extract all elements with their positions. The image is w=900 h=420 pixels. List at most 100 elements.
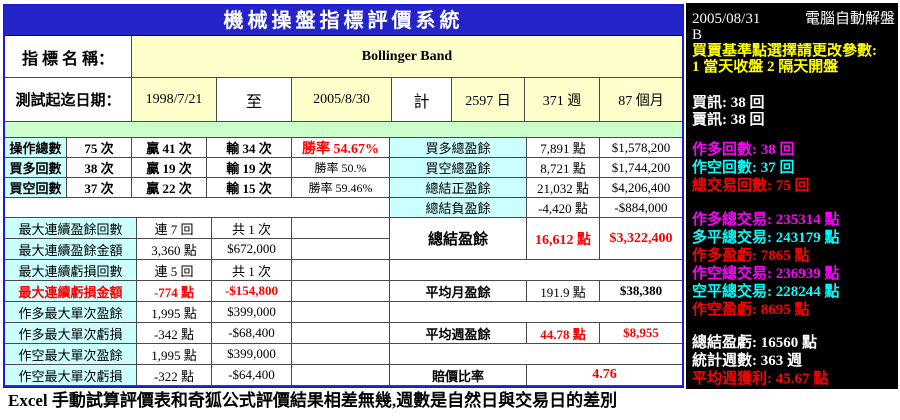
spacer-cell <box>5 198 389 218</box>
panel-date: 2005/08/31 <box>692 11 761 27</box>
net-profit-label: 總結盈餘 <box>390 218 527 260</box>
panel-count-line: 作多回數: 38 回 <box>692 142 795 158</box>
panel-title: 電腦自動解盤 <box>804 11 895 27</box>
payoff-ratio-label: 賠價比率 <box>390 365 527 386</box>
panel-trade-line: 多平總交易: 243179 點 <box>692 230 840 246</box>
trade-count-losses: 輸 15 次 <box>207 178 292 198</box>
panel-buy-signals: 買訊: 38 回 <box>692 95 765 111</box>
streak-secondary: 共 1 次 <box>212 218 292 239</box>
streak-row: 最大連續盈餘回數 連 7 回 共 1 次 <box>5 218 389 239</box>
trade-count-losses: 輸 34 次 <box>207 138 292 158</box>
panel-trade-line: 作空總交易: 236939 點 <box>692 266 840 282</box>
auto-analysis-panel: 2005/08/31 電腦自動解盤 B 買賣基準點選擇請更改參數: 1 當天收盤… <box>686 3 898 389</box>
panel-sell-signals: 賣訊: 38 回 <box>692 112 765 128</box>
streak-secondary: -$64,400 <box>212 365 292 386</box>
trade-count-win-rate: 勝率 59.46% <box>292 178 389 198</box>
streak-blank <box>292 281 389 302</box>
sheet-title: 機械操盤指標評價系統 <box>5 6 682 36</box>
indicator-value: Bollinger Band <box>132 36 682 78</box>
streak-blank <box>292 365 389 386</box>
net-profit-row: 總結盈餘 16,612 點 $3,322,400 <box>390 218 682 260</box>
period-end: 2005/8/30 <box>292 78 392 122</box>
trade-count-row: 操作總數 75 次 贏 41 次 輸 34 次 勝率 54.67% <box>5 138 389 158</box>
streak-row: 作多最大單次虧損 -342 點 -$68,400 <box>5 323 389 344</box>
streak-row: 最大連續虧損金額 -774 點 -$154,800 <box>5 281 389 302</box>
profit-total-points: 8,721 點 <box>527 158 600 178</box>
monthly-average-amount: $38,380 <box>600 281 682 302</box>
monthly-average-points: 191.9 點 <box>527 281 600 302</box>
monthly-average-row: 平均月盈餘 191.9 點 $38,380 <box>390 281 682 302</box>
profit-total-points: 21,032 點 <box>527 178 600 198</box>
streak-label: 最大連續虧損回數 <box>5 260 137 281</box>
profit-total-label: 總結負盈餘 <box>390 198 527 218</box>
streak-secondary: $672,000 <box>212 239 292 260</box>
trade-count-wins: 贏 22 次 <box>132 178 207 198</box>
streak-row: 最大連續虧損回數 連 5 回 共 1 次 <box>5 260 389 281</box>
profit-stats-block: 買多總盈餘 7,891 點 $1,578,200 買空總盈餘 8,721 點 $… <box>390 138 682 386</box>
stats-area: 操作總數 75 次 贏 41 次 輸 34 次 勝率 54.67% 買多回數 3… <box>5 138 682 386</box>
trade-count-row: 買空回數 37 次 贏 22 次 輸 15 次 勝率 59.46% <box>5 178 389 198</box>
streak-value: 1,995 點 <box>137 344 212 365</box>
trade-count-label: 買多回數 <box>5 158 67 178</box>
profit-total-label: 買空總盈餘 <box>390 158 527 178</box>
panel-notice-line: 1 當天收盤 2 隔天開盤 <box>692 59 839 75</box>
streak-value: -342 點 <box>137 323 212 344</box>
spacer-cell <box>390 260 682 281</box>
streak-label: 作多最大單次盈餘 <box>5 302 137 323</box>
trade-count-row: 買多回數 38 次 贏 19 次 輸 19 次 勝率 50.% <box>5 158 389 178</box>
profit-total-row: 總結正盈餘 21,032 點 $4,206,400 <box>390 178 682 198</box>
streak-label: 最大連續盈餘金額 <box>5 239 137 260</box>
streak-value: 連 7 回 <box>137 218 212 239</box>
panel-header: 2005/08/31 電腦自動解盤 <box>692 11 895 27</box>
trade-count-wins: 贏 41 次 <box>132 138 207 158</box>
weekly-average-label: 平均週盈餘 <box>390 323 527 344</box>
spacer-cell <box>390 302 682 323</box>
net-profit-amount: $3,322,400 <box>600 218 682 260</box>
panel-trade-line: 空平總交易: 228244 點 <box>692 284 840 300</box>
streak-row: 作空最大單次盈餘 1,995 點 $399,000 <box>5 344 389 365</box>
payoff-ratio-row: 賠價比率 4.76 <box>390 365 682 386</box>
trade-count-label: 操作總數 <box>5 138 67 158</box>
weekly-average-row: 平均週盈餘 44.78 點 $8,955 <box>390 323 682 344</box>
trade-count-label: 買空回數 <box>5 178 67 198</box>
trade-count-win-rate: 勝率 50.% <box>292 158 389 178</box>
streak-row: 作空最大單次虧損 -322 點 -$64,400 <box>5 365 389 386</box>
panel-trade-line: 作多總交易: 235314 點 <box>692 212 840 228</box>
spacer-row <box>5 198 389 218</box>
streak-value: -322 點 <box>137 365 212 386</box>
profit-total-row: 買多總盈餘 7,891 點 $1,578,200 <box>390 138 682 158</box>
panel-count-line: 作空回數: 37 回 <box>692 160 795 176</box>
profit-total-row: 總結負盈餘 -4,420 點 -$884,000 <box>390 198 682 218</box>
trade-count-total: 37 次 <box>67 178 132 198</box>
indicator-label: 指 標 名 稱： <box>5 36 132 78</box>
panel-trade-line: 作多盈虧: 7865 點 <box>692 248 810 264</box>
streak-label: 作多最大單次虧損 <box>5 323 137 344</box>
spacer-row <box>390 260 682 281</box>
streak-secondary: $399,000 <box>212 302 292 323</box>
streak-blank <box>292 239 389 260</box>
monthly-average-label: 平均月盈餘 <box>390 281 527 302</box>
net-profit-points: 16,612 點 <box>527 218 600 260</box>
profit-total-amount: -$884,000 <box>600 198 682 218</box>
profit-total-row: 買空總盈餘 8,721 點 $1,744,200 <box>390 158 682 178</box>
panel-summary-line: 平均週獲利: 45.67 點 <box>692 371 829 387</box>
trade-count-losses: 輸 19 次 <box>207 158 292 178</box>
streak-label: 最大連續虧損金額 <box>5 281 137 302</box>
period-months: 87 個月 <box>600 78 682 122</box>
profit-total-amount: $4,206,400 <box>600 178 682 198</box>
trade-count-wins: 贏 19 次 <box>132 158 207 178</box>
trade-stats-block: 操作總數 75 次 贏 41 次 輸 34 次 勝率 54.67% 買多回數 3… <box>5 138 390 386</box>
panel-notice-line: 買賣基準點選擇請更改參數: <box>692 43 877 59</box>
separator-band <box>5 122 682 138</box>
panel-signals-group: 買訊: 38 回 賣訊: 38 回 <box>692 95 895 129</box>
panel-symbol: B <box>692 27 703 43</box>
profit-total-label: 總結正盈餘 <box>390 178 527 198</box>
panel-counts-group: 作多回數: 38 回 作空回數: 37 回 總交易回數: 75 回 <box>692 141 895 195</box>
streak-value: -774 點 <box>137 281 212 302</box>
period-label: 測試起迄日期： <box>5 78 132 122</box>
spacer-cell <box>390 344 682 365</box>
panel-header-group: 2005/08/31 電腦自動解盤 B 買賣基準點選擇請更改參數: 1 當天收盤… <box>692 11 895 75</box>
period-total-label: 計 <box>392 78 452 122</box>
streak-blank <box>292 344 389 365</box>
streak-value: 1,995 點 <box>137 302 212 323</box>
